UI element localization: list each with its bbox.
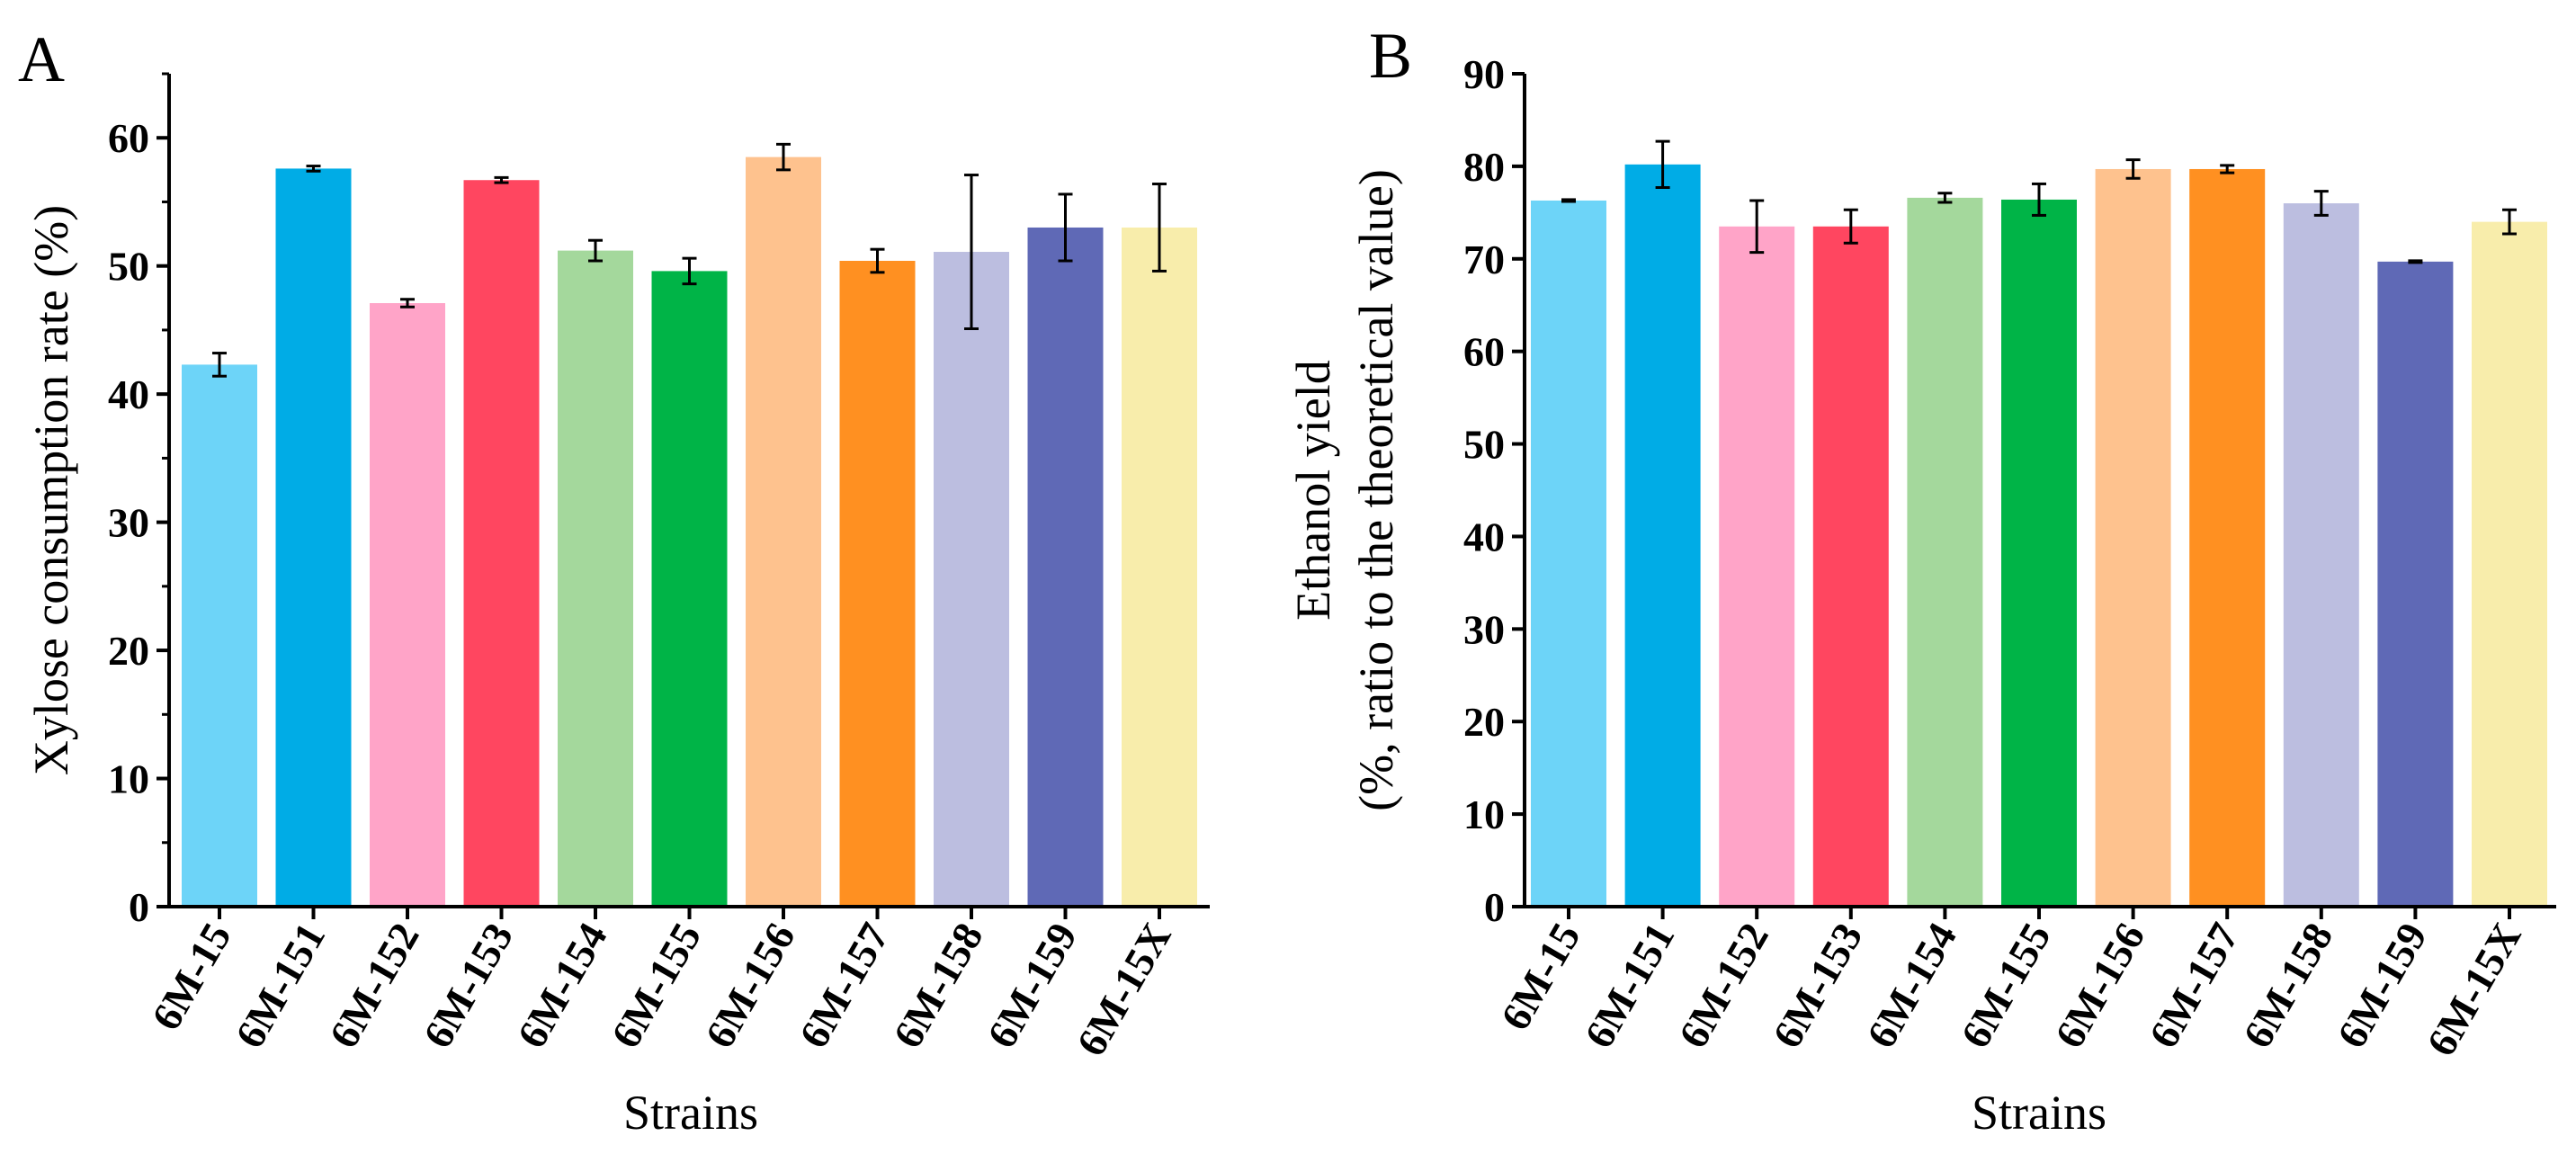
y-tick-label-20: 20 (1463, 699, 1505, 745)
y-tick-label-20: 20 (108, 628, 149, 674)
error-bar-6m-155 (2032, 182, 2046, 217)
x-axis-title-a: Strains (623, 1086, 758, 1140)
y-tick-label-90: 90 (1463, 51, 1505, 97)
y-tick-label-40: 40 (108, 371, 149, 417)
error-bar-6m-153 (1843, 208, 1858, 245)
bar-6m-152 (370, 303, 445, 907)
bar-6m-151 (275, 168, 352, 908)
panel-letter-a: A (18, 23, 65, 95)
error-bar-6m-159 (2408, 259, 2423, 264)
y-tick-label-50: 50 (1463, 422, 1505, 468)
bar-6m-15x (1122, 227, 1197, 907)
error-bar-6m-15 (212, 352, 227, 378)
bar-6m-151 (1624, 164, 1701, 907)
y-tick-label-30: 30 (1463, 606, 1505, 652)
y-tick-label-80: 80 (1463, 144, 1505, 190)
bar-6m-159 (1027, 227, 1104, 907)
error-bar-6m-15x (1152, 183, 1167, 273)
error-bar-6m-15x (2502, 208, 2517, 236)
bar-6m-15x (2472, 221, 2547, 908)
bar-6m-155 (2001, 199, 2077, 907)
error-bar-6m-152 (400, 298, 415, 309)
error-bar-6m-157 (2220, 164, 2235, 174)
bar-6m-159 (2377, 261, 2454, 907)
error-bar-6m-152 (1749, 199, 1765, 255)
y-axis-title-a: Xylose consumption rate (%) (24, 205, 78, 775)
bar-6m-157 (2189, 168, 2266, 907)
bar-6m-154 (558, 250, 633, 907)
bar-6m-153 (463, 180, 540, 908)
error-bar-6m-154 (588, 238, 603, 263)
y-tick-label-30: 30 (108, 500, 149, 546)
y-tick-label-50: 50 (108, 244, 149, 290)
error-bar-6m-15 (1561, 198, 1576, 203)
bar-6m-152 (1719, 226, 1795, 907)
y-axis-title-b-line1: Ethanol yield (1286, 360, 1340, 620)
error-bar-6m-158 (2313, 190, 2329, 217)
bar-6m-153 (1812, 226, 1889, 907)
y-tick-label-60: 60 (1463, 329, 1505, 375)
error-bar-6m-151 (306, 165, 321, 173)
error-bar-6m-155 (682, 256, 697, 286)
bar-6m-156 (746, 157, 821, 908)
y-tick-label-40: 40 (1463, 514, 1505, 559)
y-axis-title-b-line2: (%, ratio to the theoretical value) (1349, 169, 1403, 811)
error-bar-6m-158 (964, 174, 979, 330)
error-bar-6m-151 (1655, 139, 1670, 190)
error-bar-6m-157 (870, 247, 885, 274)
y-tick-label-0: 0 (129, 884, 149, 930)
bar-6m-157 (839, 260, 916, 907)
y-tick-label-10: 10 (108, 756, 149, 802)
x-axis-title-b: Strains (1972, 1086, 2106, 1140)
y-tick-label-70: 70 (1463, 237, 1505, 282)
error-bar-6m-156 (776, 142, 791, 172)
bar-6m-158 (2283, 203, 2359, 908)
bar-6m-158 (934, 252, 1009, 907)
error-bar-6m-156 (2125, 158, 2141, 180)
y-tick-label-10: 10 (1463, 792, 1505, 837)
bar-6m-154 (1907, 197, 1983, 908)
error-bar-6m-153 (494, 175, 509, 184)
bar-6m-15 (182, 364, 257, 907)
bar-6m-15 (1531, 200, 1606, 908)
y-tick-label-0: 0 (1484, 884, 1505, 930)
error-bar-6m-154 (1937, 192, 1953, 204)
bar-6m-155 (651, 271, 728, 908)
error-bar-6m-159 (1058, 192, 1073, 263)
y-tick-label-60: 60 (108, 115, 149, 161)
panel-letter-b: B (1369, 20, 1412, 92)
bar-6m-156 (2095, 168, 2171, 907)
